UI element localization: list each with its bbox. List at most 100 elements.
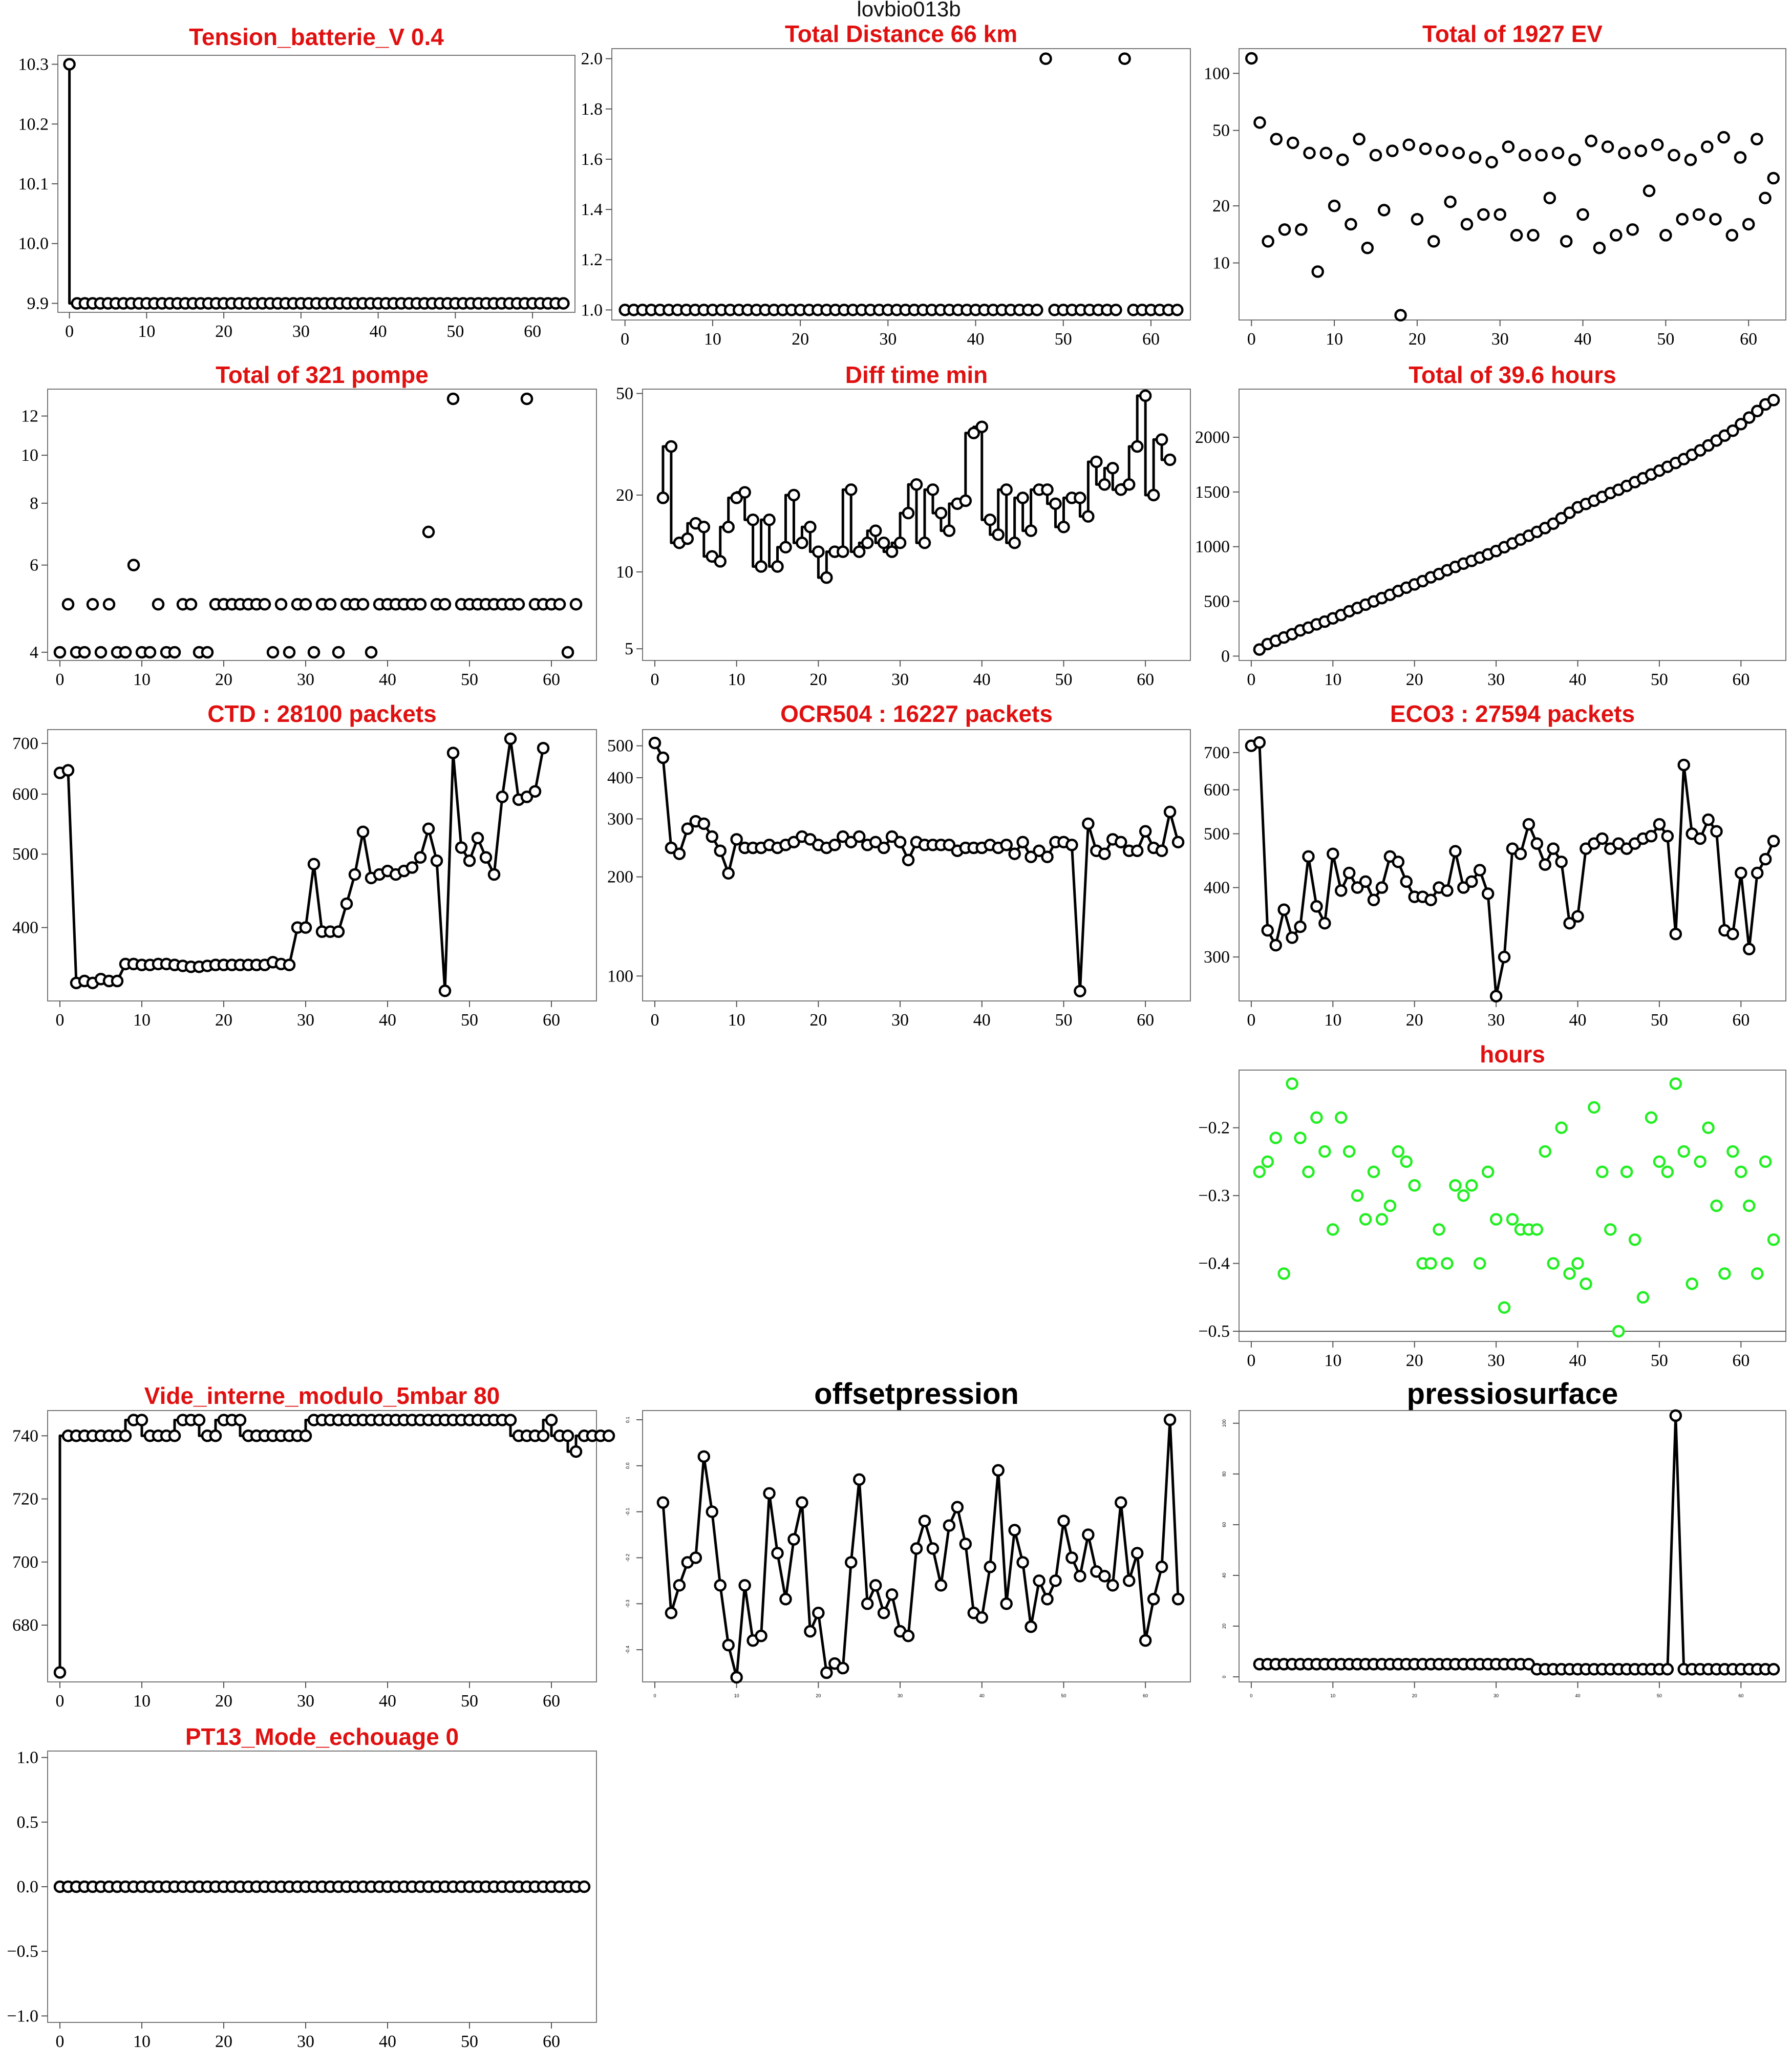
data-point	[1473, 1257, 1486, 1270]
data-point	[504, 732, 517, 745]
data-point	[1661, 1165, 1674, 1178]
data-point	[1294, 920, 1307, 933]
panel-title: Total of 321 pompe	[216, 361, 429, 388]
data-point	[1261, 924, 1274, 937]
data-point	[1335, 1111, 1348, 1124]
y-tick-label: 1.4	[581, 200, 603, 219]
data-point	[78, 646, 91, 659]
data-point	[578, 1880, 591, 1893]
series-line	[68, 64, 564, 305]
y-tick-label: 100	[1222, 1419, 1227, 1427]
y-tick-label: 40	[1222, 1573, 1227, 1578]
data-point	[1767, 1233, 1780, 1246]
data-point	[1057, 1514, 1070, 1527]
data-point	[934, 1579, 948, 1592]
data-point	[1359, 875, 1372, 888]
x-tick-label: 40	[973, 1011, 991, 1030]
data-point	[656, 1496, 670, 1509]
data-point	[1489, 1213, 1503, 1226]
y-tick-label: 500	[607, 737, 633, 756]
data-point	[1082, 817, 1095, 830]
data-point	[902, 854, 915, 866]
data-point	[537, 741, 550, 755]
plot-frame	[47, 729, 597, 1001]
data-point	[233, 1414, 247, 1426]
data-point	[1481, 887, 1495, 900]
y-tick-label: −1.0	[7, 2007, 38, 2025]
data-point	[1465, 1179, 1478, 1192]
y-tick-label: 100	[1204, 64, 1230, 83]
y-tick-label: 10.2	[18, 115, 49, 134]
y-tick-label: 10.1	[18, 175, 49, 194]
x-tick-label: 10	[728, 670, 745, 689]
data-point	[1130, 1547, 1144, 1560]
data-point	[1481, 1165, 1495, 1178]
data-point	[1645, 1111, 1658, 1124]
data-point	[984, 514, 996, 526]
data-point	[569, 598, 583, 611]
data-point	[1033, 844, 1046, 857]
data-point	[86, 598, 99, 611]
data-point	[1555, 1121, 1568, 1134]
data-point	[1767, 835, 1780, 848]
data-point	[1604, 1223, 1617, 1236]
data-point	[1610, 229, 1623, 242]
panel-pt13: PT13_Mode_echouage 0 −1.0 −0.5 0.0 0.5 1.0 0 10…	[7, 1723, 597, 2048]
data-point	[926, 1542, 940, 1555]
panel-title: hours	[1480, 1041, 1545, 1068]
y-tick-label: 0.5	[17, 1813, 39, 1832]
x-tick-label: 30	[297, 670, 314, 689]
panel-pompe: Total of 321 pompe 4 6 8 10 12 0 10 20 30 40 50 60	[21, 361, 597, 689]
data-point	[1400, 875, 1413, 888]
data-point	[1473, 864, 1486, 877]
x-tick-label: 60	[543, 670, 560, 689]
data-point	[1726, 424, 1739, 437]
data-point	[414, 851, 427, 864]
data-point	[1074, 492, 1086, 504]
x-tick-label: 20	[1406, 1351, 1423, 1370]
y-tick-label: 20	[1212, 197, 1230, 216]
x-tick-label: 10	[133, 1011, 151, 1030]
data-point	[1530, 1223, 1544, 1236]
data-point	[201, 646, 214, 659]
data-point	[697, 520, 711, 534]
data-point	[1049, 497, 1062, 510]
data-point	[926, 483, 940, 496]
y-tick-label: −0.3	[1198, 1186, 1230, 1205]
data-point	[1743, 411, 1756, 424]
data-point	[1311, 265, 1324, 278]
data-point	[1328, 199, 1341, 212]
data-point	[910, 1542, 923, 1555]
data-point	[1016, 836, 1029, 849]
data-point	[422, 525, 435, 539]
y-tick-label: 100	[607, 967, 633, 986]
data-point	[1694, 832, 1706, 845]
data-point	[1000, 483, 1013, 496]
data-point	[763, 1487, 776, 1500]
data-point	[1543, 191, 1556, 204]
panel-eco: ECO3 : 27594 packets 300 400 500 600 700 0 10 20…	[1204, 700, 1786, 1030]
plot-frame	[47, 389, 597, 661]
data-point	[1031, 304, 1043, 316]
data-point	[722, 520, 735, 534]
data-point	[943, 524, 956, 537]
data-point	[1659, 229, 1672, 242]
data-point	[414, 598, 427, 611]
y-tick-label: -0.4	[625, 1646, 630, 1654]
panel-ev: Total of 1927 EV 10 20 50 100 0 10 20 30 40 50 60	[1204, 20, 1786, 349]
data-point	[1375, 1213, 1389, 1226]
data-point	[706, 830, 718, 843]
data-point	[1560, 235, 1573, 248]
data-point	[545, 1414, 558, 1426]
data-point	[665, 841, 678, 855]
data-point	[1025, 850, 1037, 863]
data-point	[755, 560, 767, 573]
data-point	[1668, 148, 1680, 162]
x-tick-label: 10	[138, 322, 155, 341]
data-point	[1571, 1257, 1584, 1270]
x-tick-label: 10	[1330, 1693, 1335, 1698]
x-tick-label: 50	[1657, 1693, 1662, 1698]
data-point	[152, 598, 165, 611]
data-point	[869, 1579, 882, 1592]
